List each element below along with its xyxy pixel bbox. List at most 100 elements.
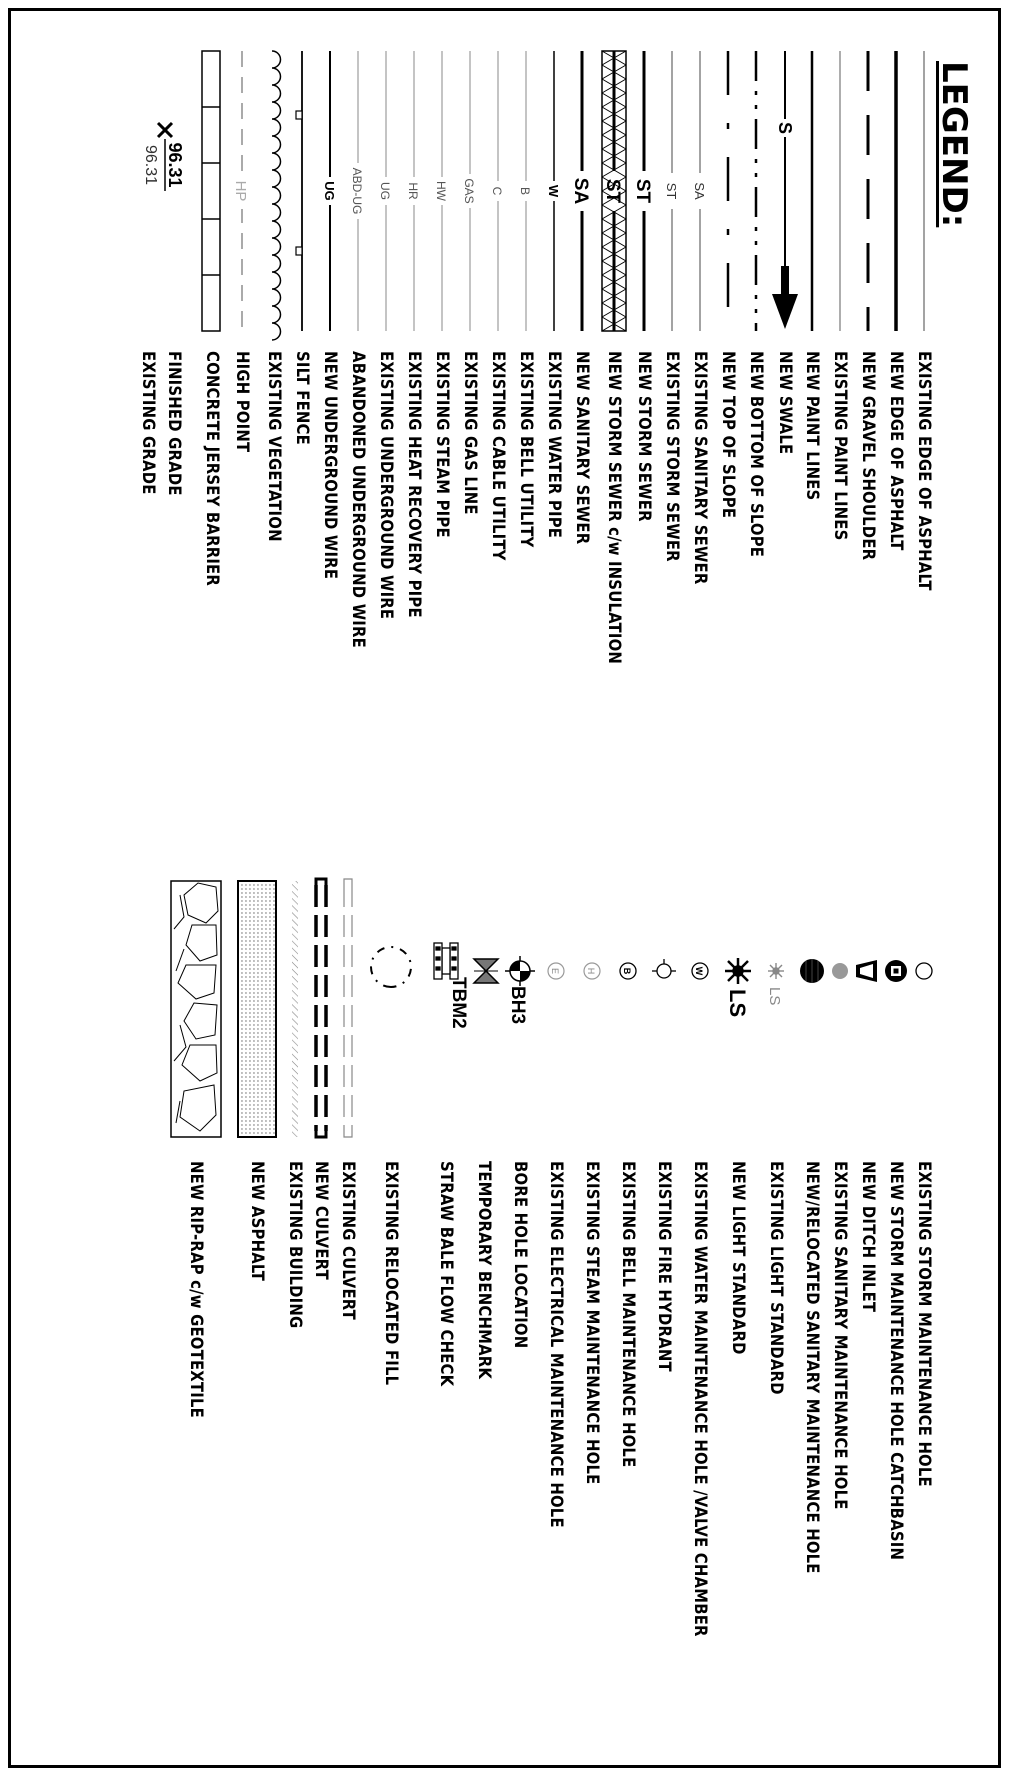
left-legend-label: EXISTING UNDERGROUND WIRE <box>377 351 396 620</box>
right-legend-label: EXISTING SANITARY MAINTENANCE HOLE <box>831 1161 850 1510</box>
benchmark-code: TBM2 <box>448 977 469 1029</box>
left-legend-label: NEW PAINT LINES <box>803 351 822 501</box>
storm-mh-icon <box>915 962 933 980</box>
new-storm-sewer-insulation-symbol: ST <box>601 50 627 332</box>
existing-bell-utility-symbol: B <box>518 51 532 331</box>
existing-underground-wire-symbol: UG <box>378 51 392 331</box>
bore-hole-code: BH3 <box>507 986 528 1024</box>
insulated-storm-code: ST <box>602 179 623 204</box>
steam-mh-icon: H <box>583 962 601 980</box>
new-storm-sewer-symbol: ST <box>632 51 653 331</box>
existing-sanitary-sewer-symbol: SA <box>692 51 707 331</box>
new-ug-code: UG <box>322 181 337 201</box>
swale-code: S <box>775 122 795 134</box>
new-ls-code: LS <box>725 989 750 1017</box>
steam-code: HW <box>434 181 448 202</box>
right-legend-label: EXISTING WATER MAINTENANCE HOLE /VALVE C… <box>691 1161 710 1637</box>
new-asphalt-symbol <box>237 880 277 1138</box>
existing-building-symbol <box>292 881 298 1137</box>
benchmark-icon: TBM2 <box>448 958 500 1029</box>
left-legend-label: SILT FENCE <box>293 351 312 445</box>
rip-rap-symbol <box>170 880 222 1138</box>
water-mh-code: W <box>694 967 704 976</box>
existing-gas-line-symbol: GAS <box>462 51 476 331</box>
right-legend-label: EXISTING FIRE HYDRANT <box>655 1161 674 1372</box>
bell-mh-icon: B <box>619 962 637 980</box>
bore-hole-icon: BH3 <box>505 956 535 1024</box>
left-legend-label: EXISTING BELL UTILITY <box>517 351 536 548</box>
left-legend-label: EXISTING SANITARY SEWER <box>691 351 710 585</box>
existing-culvert-symbol <box>343 878 353 1138</box>
right-legend-label: EXISTING BUILDING <box>286 1161 305 1329</box>
right-legend-label: NEW DITCH INLET <box>859 1161 878 1313</box>
right-legend-label: EXISTING STORM MAINTENANCE HOLE <box>915 1161 934 1487</box>
new-sanitary-sewer-symbol: SA <box>570 51 591 331</box>
relocated-fill-icon <box>370 946 412 988</box>
grade-marker-symbol: 96.31 96.31 <box>142 121 185 191</box>
storm-code: ST <box>664 183 679 200</box>
sanitary-code: SA <box>692 182 707 200</box>
new-sanitary-code: SA <box>570 178 591 205</box>
existing-steam-pipe-symbol: HW <box>434 51 448 331</box>
right-legend-label: NEW CULVERT <box>312 1161 331 1280</box>
left-legend-label: NEW UNDERGROUND WIRE <box>321 351 340 580</box>
right-legend-label: EXISTING LIGHT STANDARD <box>767 1161 786 1395</box>
right-legend-label: EXISTING ELECTRICAL MAINTENANCE HOLE <box>547 1161 566 1528</box>
new-underground-wire-symbol: UG <box>322 51 337 331</box>
water-code: W <box>546 185 561 198</box>
high-point-symbol: HP <box>232 51 251 331</box>
left-legend-label: NEW TOP OF SLOPE <box>719 351 738 519</box>
legend-symbols: S SA ST ST <box>142 50 933 1139</box>
ug-code: UG <box>378 182 392 200</box>
jersey-barrier-symbol <box>201 50 221 332</box>
right-legend-label: TEMPORARY BENCHMARK <box>475 1161 494 1380</box>
left-legend-label: EXISTING PAINT LINES <box>831 351 850 541</box>
right-legend-label: NEW STORM MAINTENANCE HOLE CATCHBASIN <box>887 1161 906 1561</box>
existing-grade-value: 96.31 <box>142 145 159 185</box>
finished-grade-value: 96.31 <box>165 142 185 187</box>
steam-mh-code: H <box>586 968 596 975</box>
fire-hydrant-icon <box>652 959 676 979</box>
right-legend-label: EXISTING RELOCATED FILL <box>382 1161 401 1386</box>
left-legend-label: ABANDONED UNDERGROUND WIRE <box>349 351 368 648</box>
left-legend-label: EXISTING GRADE <box>139 351 158 495</box>
heat-recovery-code: HR <box>406 182 420 200</box>
right-legend-label: EXISTING STEAM MAINTENANCE HOLE <box>583 1161 602 1485</box>
existing-vegetation-symbol <box>271 50 282 341</box>
left-legend-label: EXISTING STORM SEWER <box>663 351 682 562</box>
bell-mh-code: B <box>622 968 632 975</box>
left-legend-label: HIGH POINT <box>233 351 252 453</box>
left-legend-label: EXISTING STEAM PIPE <box>433 351 452 538</box>
left-legend-label: NEW BOTTOM OF SLOPE <box>747 351 766 558</box>
new-swale-symbol: S <box>772 51 798 329</box>
left-legend-label: EXISTING WATER PIPE <box>545 351 564 539</box>
left-legend-label: NEW SWALE <box>776 351 795 455</box>
left-legend-label: EXISTING GAS LINE <box>461 351 480 515</box>
ditch-inlet-icon <box>856 960 877 982</box>
right-legend-label: NEW/RELOCATED SANITARY MAINTENANCE HOLE <box>803 1161 822 1574</box>
hp-code: HP <box>232 181 249 202</box>
right-legend-label: EXISTING BELL MAINTENANCE HOLE <box>619 1161 638 1468</box>
left-legend-label: EXISTING EDGE OF ASPHALT <box>915 351 934 591</box>
right-legend-label: NEW ASPHALT <box>248 1161 267 1282</box>
right-legend-label: NEW LIGHT STANDARD <box>729 1161 748 1355</box>
right-legend-label: EXISTING CULVERT <box>339 1161 358 1320</box>
existing-water-pipe-symbol: W <box>546 51 561 331</box>
new-culvert-symbol <box>314 877 328 1139</box>
storm-mh-catchbasin-icon <box>885 960 907 982</box>
left-legend-label: NEW SANITARY SEWER <box>573 351 592 545</box>
left-legend-label: NEW STORM SEWER <box>635 351 654 522</box>
new-sanitary-mh-icon <box>800 959 824 983</box>
cable-code: C <box>490 187 504 196</box>
abandoned-underground-wire-symbol: ABD-UG <box>350 51 364 331</box>
drawing-frame: LEGEND: S <box>8 8 1001 1768</box>
abd-ug-code: ABD-UG <box>350 168 364 215</box>
left-legend-label: FINISHED GRADE <box>165 351 184 496</box>
existing-sanitary-mh-icon <box>832 963 848 979</box>
silt-fence-symbol <box>295 51 303 331</box>
existing-ls-code: LS <box>766 987 783 1005</box>
bell-code: B <box>518 187 532 195</box>
left-legend-label: NEW GRAVEL SHOULDER <box>859 351 878 561</box>
electrical-mh-code: E <box>550 968 560 974</box>
existing-cable-utility-symbol: C <box>490 51 504 331</box>
